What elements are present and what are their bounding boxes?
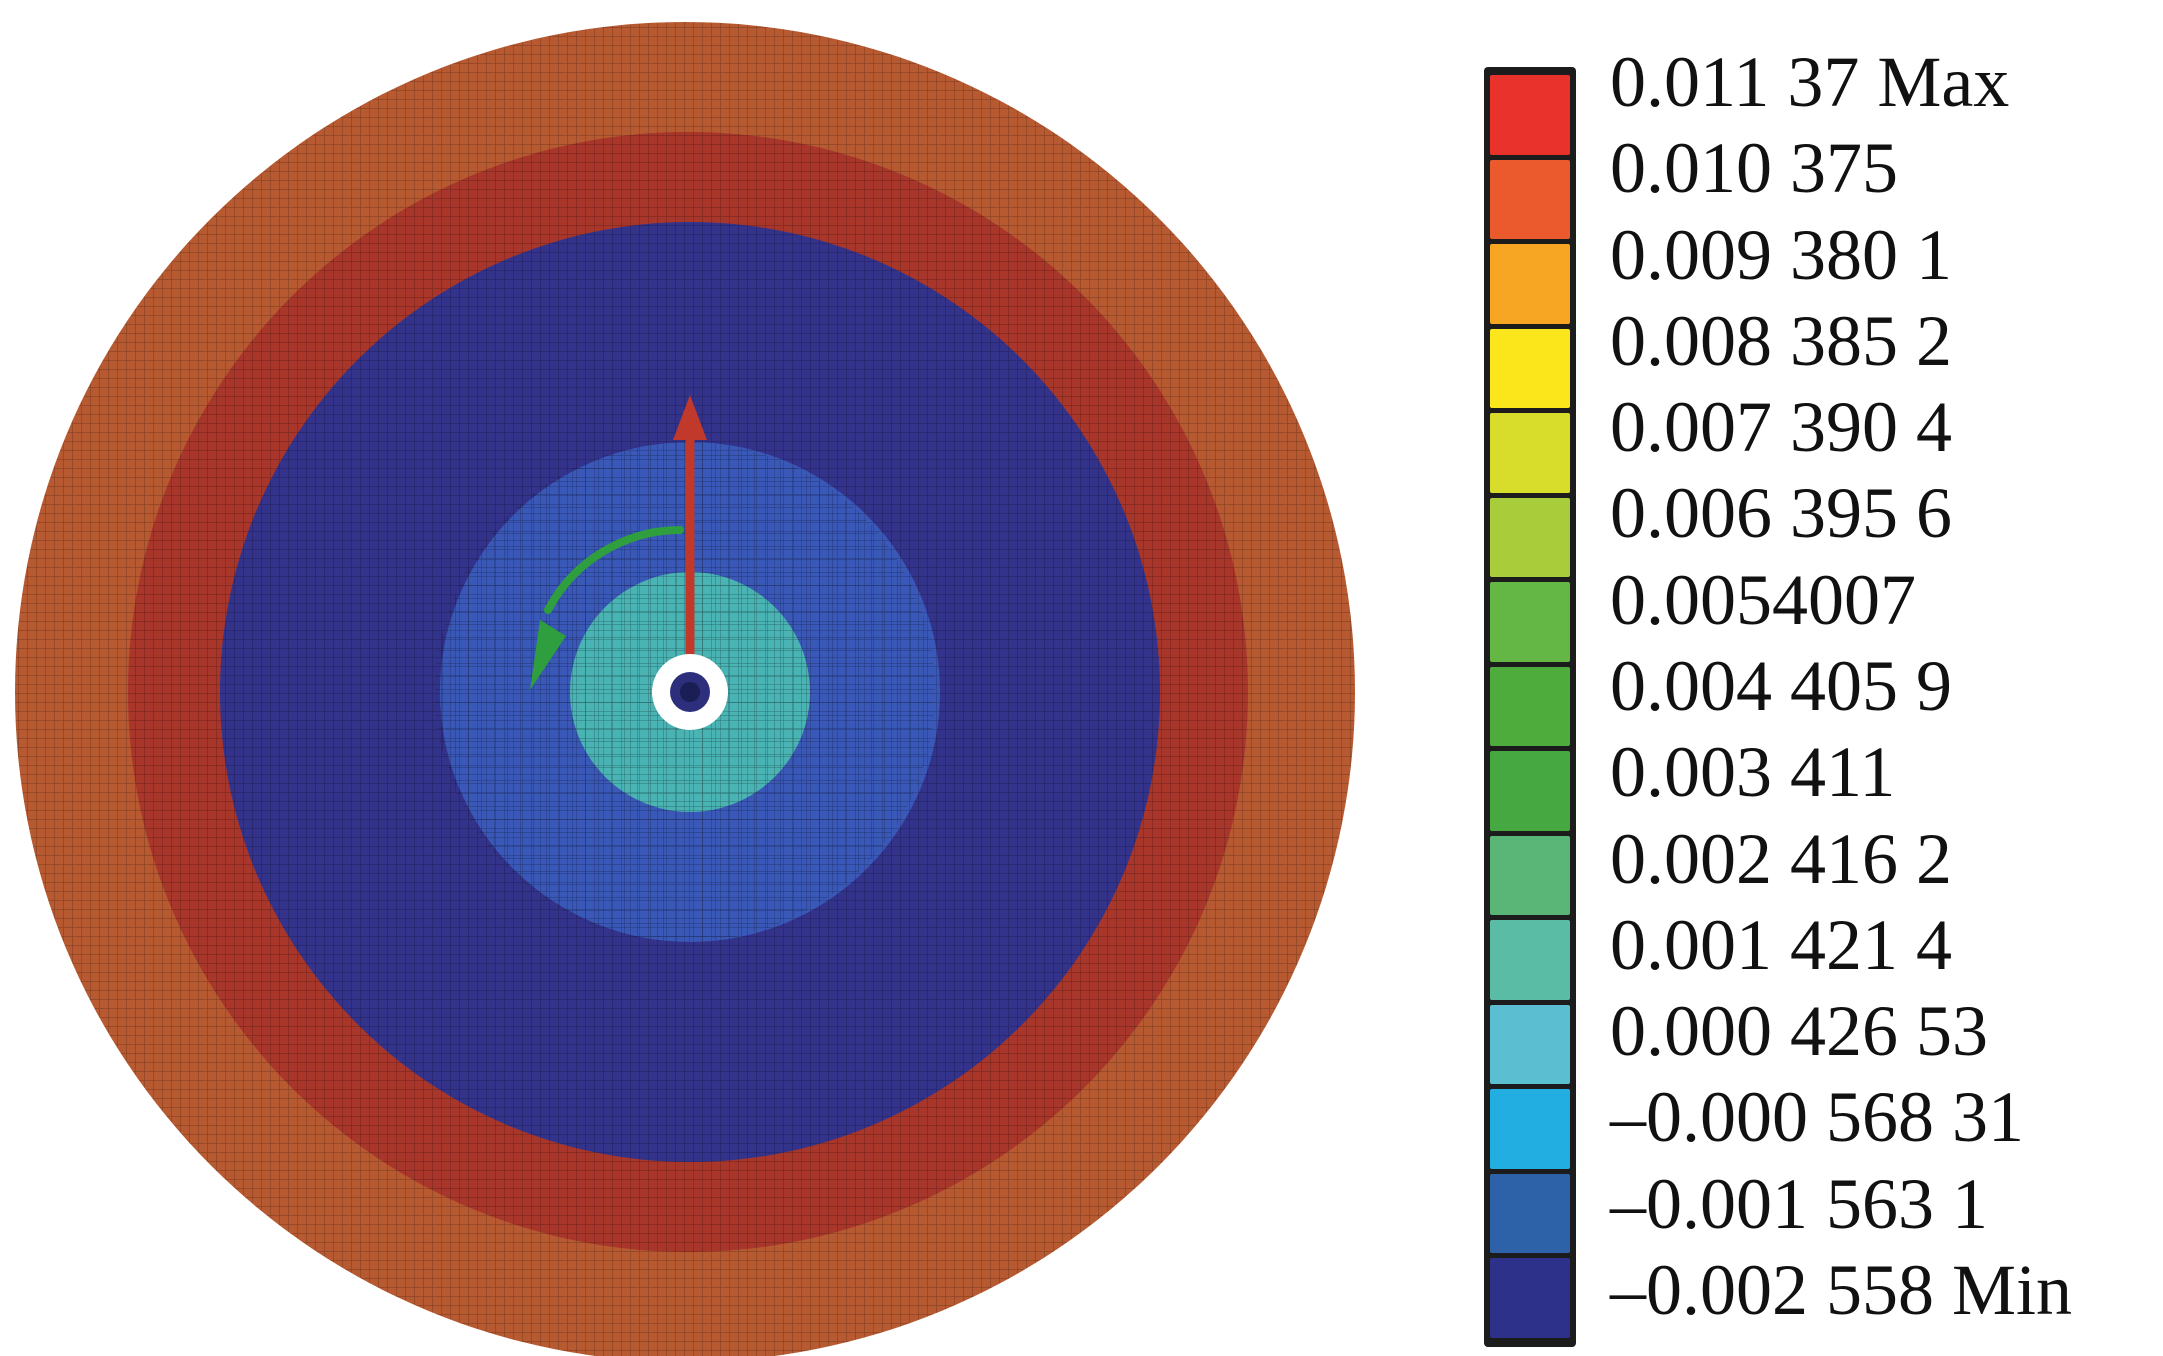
contour-plot	[15, 22, 1355, 1356]
legend-label: 0.011 37 Max	[1610, 42, 2010, 122]
legend-swatch	[1490, 835, 1570, 916]
legend-swatch	[1490, 582, 1570, 662]
legend-swatch	[1490, 413, 1570, 493]
load-arrow-icon	[673, 395, 707, 685]
legend-swatch	[1490, 244, 1570, 324]
legend-swatch	[1490, 1258, 1570, 1338]
legend-label: 0.006 395 6	[1610, 473, 1952, 554]
legend-label: –0.000 568 31	[1610, 1077, 2024, 1158]
legend-label: 0.008 385 2	[1610, 300, 1952, 381]
legend-swatch	[1490, 1173, 1570, 1254]
legend-swatch	[1490, 497, 1570, 578]
legend-label: 0.007 390 4	[1610, 387, 1952, 468]
legend-swatch	[1490, 75, 1570, 155]
legend-label: 0.009 380 1	[1610, 214, 1952, 295]
legend-swatch	[1490, 328, 1570, 409]
rotation-arrow-icon	[530, 526, 684, 690]
legend-colorbar	[1484, 67, 1576, 1347]
legend-swatch	[1490, 751, 1570, 831]
legend-label: 0.003 411	[1610, 732, 1896, 813]
legend-swatch	[1490, 1089, 1570, 1169]
center-hole-icon	[652, 654, 728, 730]
legend-swatch	[1490, 1004, 1570, 1085]
legend-swatch	[1490, 920, 1570, 1000]
legend-label: 0.002 416 2	[1610, 818, 1952, 899]
legend-label: –0.002 558 Min	[1610, 1250, 2073, 1330]
legend-labels: 0.011 37 Max 0.010 375 0.009 380 1 0.008 38…	[1610, 0, 2163, 1356]
legend-label: –0.001 563 1	[1610, 1163, 1988, 1244]
legend-swatch	[1490, 159, 1570, 240]
legend-label: 0.0054007	[1610, 559, 1916, 640]
legend-label: 0.004 405 9	[1610, 646, 1952, 726]
legend-swatch	[1490, 666, 1570, 747]
legend-label: 0.001 421 4	[1610, 904, 1952, 985]
legend-label: 0.000 426 53	[1610, 991, 1988, 1072]
legend-label: 0.010 375	[1610, 128, 1898, 209]
